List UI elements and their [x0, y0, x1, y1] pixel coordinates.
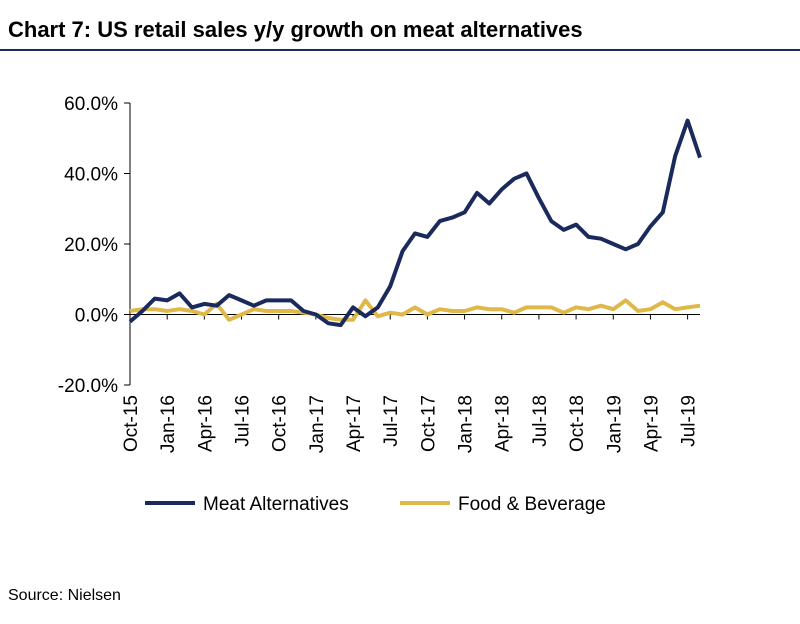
- x-tick-label: Jul-16: [233, 395, 254, 447]
- y-tick-label: 60.0%: [64, 94, 118, 115]
- x-tick-label: Jan-16: [158, 395, 179, 453]
- series-line: [129, 298, 701, 322]
- x-tick-label: Oct-17: [418, 395, 439, 452]
- y-tick-label: 20.0%: [64, 235, 118, 256]
- x-tick-label: Jul-19: [679, 395, 700, 447]
- x-tick-label: Oct-15: [121, 395, 142, 452]
- x-tick-label: Jul-18: [530, 395, 551, 447]
- source: Source: Nielsen: [8, 587, 121, 604]
- x-tick-label: Oct-16: [270, 395, 291, 452]
- x-tick-label: Apr-17: [344, 395, 365, 452]
- series-line: [128, 118, 702, 328]
- y-tick-label: 0.0%: [75, 306, 118, 327]
- y-tick-label: -20.0%: [58, 376, 118, 397]
- x-tick-label: Apr-16: [195, 395, 216, 452]
- x-tick-label: Oct-18: [567, 395, 588, 452]
- chart-title: Chart 7: US retail sales y/y growth on m…: [8, 17, 583, 42]
- x-tick-label: Jan-17: [307, 395, 328, 453]
- x-tick-label: Jan-18: [456, 395, 477, 453]
- x-tick-label: Apr-19: [641, 395, 662, 452]
- x-tick-label: Jul-17: [381, 395, 402, 447]
- legend-label: Food & Beverage: [458, 494, 606, 515]
- x-tick-label: Apr-18: [493, 395, 514, 452]
- x-tick-label: Jan-19: [604, 395, 625, 453]
- y-tick-label: 40.0%: [64, 165, 118, 186]
- legend-label: Meat Alternatives: [203, 494, 349, 515]
